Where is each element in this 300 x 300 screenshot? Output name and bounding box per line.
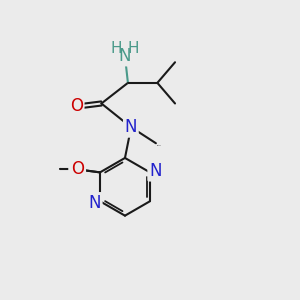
Text: H: H: [128, 40, 139, 56]
Text: O: O: [70, 160, 83, 178]
Text: N: N: [88, 194, 101, 212]
Text: methoxy: methoxy: [58, 168, 65, 169]
Text: N: N: [119, 47, 131, 65]
Text: methyl: methyl: [158, 144, 162, 146]
Text: H: H: [111, 40, 122, 56]
Text: O: O: [71, 160, 84, 178]
Text: N: N: [149, 162, 161, 180]
Text: O: O: [70, 98, 83, 116]
Text: N: N: [124, 118, 137, 136]
